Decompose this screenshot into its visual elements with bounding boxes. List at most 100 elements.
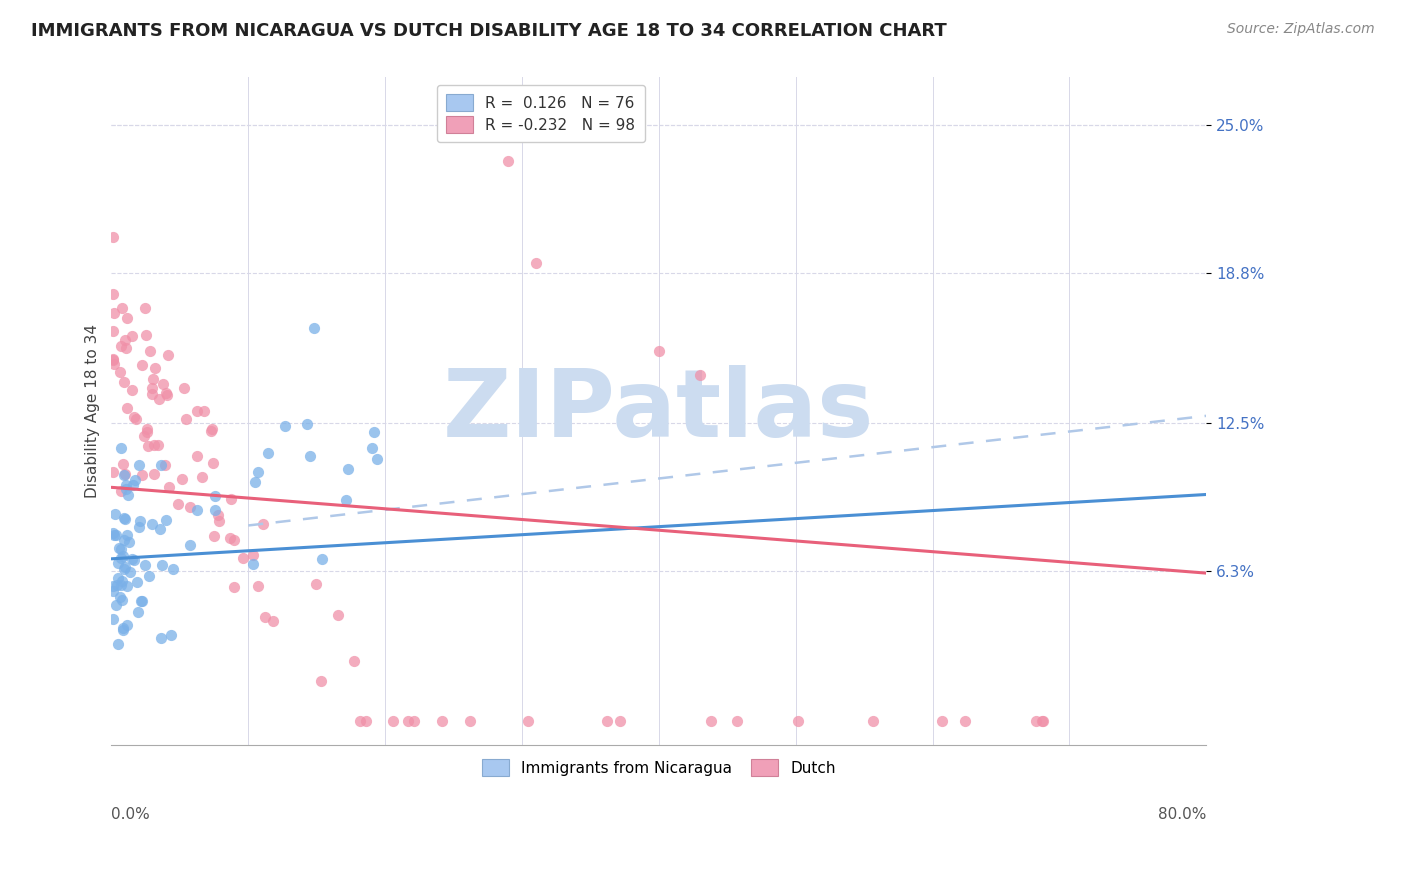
Text: 80.0%: 80.0% — [1159, 806, 1206, 822]
Point — [173, 381, 195, 395]
Point — [162, 562, 184, 576]
Point — [105, 528, 128, 542]
Point — [155, 385, 177, 400]
Point — [246, 579, 269, 593]
Point — [105, 577, 128, 591]
Point — [110, 484, 132, 499]
Point — [112, 621, 135, 635]
Point — [725, 714, 748, 728]
Point — [218, 531, 240, 545]
Point — [115, 527, 138, 541]
Point — [111, 592, 134, 607]
Point — [131, 468, 153, 483]
Point — [202, 529, 225, 543]
Point — [224, 533, 246, 547]
Point — [363, 425, 385, 439]
Point — [101, 579, 124, 593]
Y-axis label: Disability Age 18 to 34: Disability Age 18 to 34 — [86, 324, 100, 498]
Point — [114, 333, 136, 347]
Point — [336, 462, 359, 476]
Point — [263, 615, 285, 629]
Point — [1032, 714, 1054, 728]
Point — [862, 714, 884, 728]
Point — [114, 482, 136, 496]
Point — [114, 467, 136, 482]
Point — [148, 392, 170, 407]
Point — [131, 593, 153, 607]
Point — [114, 512, 136, 526]
Point — [131, 594, 153, 608]
Point — [105, 598, 128, 612]
Point — [128, 458, 150, 472]
Point — [112, 376, 135, 390]
Point — [219, 491, 242, 506]
Point — [114, 560, 136, 574]
Point — [132, 429, 155, 443]
Point — [141, 387, 163, 401]
Point — [191, 470, 214, 484]
Point — [111, 549, 134, 563]
Point — [121, 329, 143, 343]
Legend: Immigrants from Nicaragua, Dutch: Immigrants from Nicaragua, Dutch — [474, 752, 844, 784]
Point — [118, 534, 141, 549]
Point — [193, 404, 215, 418]
Point — [110, 339, 132, 353]
Point — [186, 503, 208, 517]
Text: ZIPatlas: ZIPatlas — [443, 365, 875, 457]
Point — [103, 528, 125, 542]
Point — [953, 714, 976, 728]
Point — [101, 230, 124, 244]
Point — [107, 556, 129, 570]
Point — [700, 714, 723, 728]
Point — [108, 541, 131, 555]
Point — [186, 449, 208, 463]
Point — [135, 327, 157, 342]
Point — [360, 441, 382, 455]
Point — [101, 465, 124, 479]
Point — [304, 576, 326, 591]
Point — [110, 441, 132, 455]
Point — [149, 523, 172, 537]
Point — [309, 673, 332, 688]
Point — [366, 451, 388, 466]
Point — [354, 714, 377, 728]
Point — [153, 458, 176, 472]
Text: 0.0%: 0.0% — [111, 806, 150, 822]
Point — [107, 637, 129, 651]
Point — [381, 714, 404, 728]
Point — [157, 348, 180, 362]
Point — [139, 344, 162, 359]
Point — [115, 311, 138, 326]
Point — [343, 655, 366, 669]
Point — [122, 478, 145, 492]
Point — [128, 520, 150, 534]
Point — [141, 381, 163, 395]
Point — [135, 425, 157, 440]
Point — [609, 714, 631, 728]
Point — [295, 417, 318, 431]
Point — [204, 489, 226, 503]
Point — [349, 714, 371, 728]
Text: Source: ZipAtlas.com: Source: ZipAtlas.com — [1227, 22, 1375, 37]
Point — [204, 503, 226, 517]
Point — [172, 472, 194, 486]
Point — [207, 508, 229, 522]
Point — [498, 153, 520, 168]
Point — [112, 511, 135, 525]
Point — [149, 631, 172, 645]
Point — [136, 422, 159, 436]
Point — [157, 481, 180, 495]
Point — [689, 368, 711, 383]
Point — [335, 492, 357, 507]
Point — [124, 473, 146, 487]
Point — [108, 365, 131, 379]
Point — [127, 574, 149, 589]
Point — [201, 422, 224, 436]
Point — [114, 478, 136, 492]
Point — [155, 513, 177, 527]
Point — [200, 425, 222, 439]
Point — [117, 618, 139, 632]
Point — [596, 714, 619, 728]
Point — [1025, 714, 1047, 728]
Point — [143, 467, 166, 482]
